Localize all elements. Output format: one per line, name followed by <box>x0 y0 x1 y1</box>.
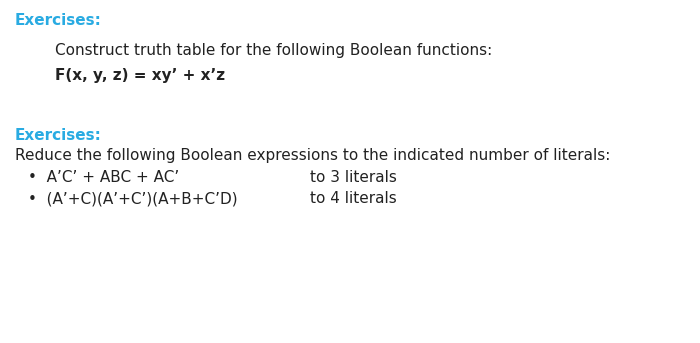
Text: Exercises:: Exercises: <box>15 128 102 143</box>
Text: F(x, y, z) = xy’ + x’z: F(x, y, z) = xy’ + x’z <box>55 68 225 83</box>
Text: •  (A’+C)(A’+C’)(A+B+C’D): • (A’+C)(A’+C’)(A+B+C’D) <box>28 191 237 206</box>
Text: •  A’C’ + ABC + AC’: • A’C’ + ABC + AC’ <box>28 170 179 185</box>
Text: to 4 literals: to 4 literals <box>310 191 397 206</box>
Text: Exercises:: Exercises: <box>15 13 102 28</box>
Text: Reduce the following Boolean expressions to the indicated number of literals:: Reduce the following Boolean expressions… <box>15 148 610 163</box>
Text: to 3 literals: to 3 literals <box>310 170 397 185</box>
Text: Construct truth table for the following Boolean functions:: Construct truth table for the following … <box>55 43 492 58</box>
